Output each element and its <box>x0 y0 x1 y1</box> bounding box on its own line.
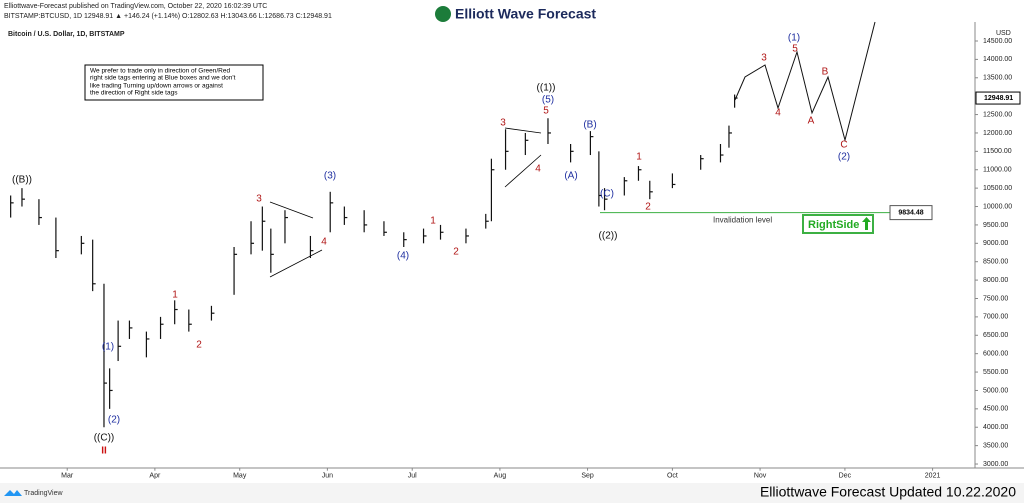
wave-label: 4 <box>535 164 541 175</box>
wave-label: 1 <box>172 290 178 301</box>
wave-label: 5 <box>792 44 798 55</box>
x-tick-label: Dec <box>839 473 852 480</box>
footer-brand: TradingView <box>24 490 63 497</box>
x-tick-label: Mar <box>61 473 74 480</box>
x-tick-label: Jul <box>408 473 417 480</box>
wave-label: 3 <box>256 194 262 205</box>
y-tick-label: 6000.00 <box>983 351 1008 358</box>
wave-label: 1 <box>636 152 642 163</box>
wave-label: ((2)) <box>599 231 618 242</box>
triangles <box>269 127 542 278</box>
footer-bar <box>0 483 1024 503</box>
note-line: We prefer to trade only in direction of … <box>90 68 230 75</box>
wave-label: (5) <box>542 95 554 106</box>
wave-label: 2 <box>453 247 459 258</box>
invalidation-value: 9834.48 <box>898 209 923 216</box>
y-tick-label: 8500.00 <box>983 259 1008 266</box>
y-tick-label: 12000.00 <box>983 130 1012 137</box>
tv-icon <box>4 490 22 496</box>
y-tick-label: 7500.00 <box>983 295 1008 302</box>
y-tick-label: 3000.00 <box>983 461 1008 468</box>
wave-label: 4 <box>321 237 327 248</box>
wave-label: (1) <box>102 342 114 353</box>
y-tick-label: 13500.00 <box>983 75 1012 82</box>
y-tick-label: 14500.00 <box>983 38 1012 45</box>
y-tick-label: 12500.00 <box>983 111 1012 118</box>
trend-line <box>504 127 542 134</box>
x-tick-label: Oct <box>667 473 678 480</box>
x-tick-label: Jun <box>322 473 333 480</box>
x-tick-label: Aug <box>494 473 507 480</box>
wave-label: 2 <box>196 340 202 351</box>
chart-title: Bitcoin / U.S. Dollar, 1D, BITSTAMP <box>8 31 125 38</box>
y-tick-label: 14000.00 <box>983 56 1012 63</box>
wave-label: 3 <box>761 53 767 64</box>
trend-line <box>504 154 542 188</box>
y-tick-label: 3500.00 <box>983 442 1008 449</box>
logo: Elliott Wave Forecast <box>455 6 596 22</box>
wave-label: ((C)) <box>94 433 115 444</box>
note-line: right side tags entering at Blue boxes a… <box>90 75 236 82</box>
wave-label: B <box>822 67 829 78</box>
price-tag-label: 12948.91 <box>984 95 1013 102</box>
y-tick-label: 9000.00 <box>983 240 1008 247</box>
wave-label: (2) <box>108 415 120 426</box>
y-tick-label: 9500.00 <box>983 222 1008 229</box>
wave-label: (A) <box>564 171 577 182</box>
wave-label: (3) <box>324 171 336 182</box>
projection-path <box>734 21 876 142</box>
trend-line <box>269 249 323 278</box>
note: We prefer to trade only in direction of … <box>90 68 236 97</box>
footer-updated: Elliottwave Forecast Updated 10.22.2020 <box>760 484 1016 500</box>
wave-label: 1 <box>430 216 436 227</box>
right-side-box <box>802 214 874 234</box>
wave-label: 3 <box>500 118 506 129</box>
note-line: like trading Turning up/down arrows or a… <box>90 83 223 90</box>
up-arrow <box>862 217 871 230</box>
x-tick-label: Nov <box>754 473 767 480</box>
wave-label: (4) <box>397 251 409 262</box>
invalidation-label: Invalidation level <box>713 216 772 225</box>
y-tick-label: 8000.00 <box>983 277 1008 284</box>
wave-label: II <box>101 446 107 457</box>
y-tick-label: 10000.00 <box>983 203 1012 210</box>
wave-label: A <box>808 116 815 127</box>
wave-label: (1) <box>788 33 800 44</box>
wave-label: (B) <box>583 120 596 131</box>
y-tick-label: 4500.00 <box>983 406 1008 413</box>
wave-label: 5 <box>543 106 549 117</box>
y-tick-label: 5500.00 <box>983 369 1008 376</box>
note-line: the direction of Right side tags <box>90 90 178 97</box>
publisher: Elliottwave-Forecast published on Tradin… <box>4 3 267 10</box>
symbol-line: BITSTAMP:BTCUSD, 1D 12948.91 ▲ +146.24 (… <box>4 13 332 20</box>
wave-label: ((B)) <box>12 175 32 186</box>
y-tick-label: 11500.00 <box>983 148 1012 155</box>
y-tick-label: 5000.00 <box>983 387 1008 394</box>
note-box <box>84 64 264 101</box>
wave-label: ((1)) <box>537 83 556 94</box>
x-tick-label: 2021 <box>925 473 941 480</box>
y-tick-label: 11000.00 <box>983 167 1012 174</box>
right-side: RightSide <box>808 219 859 231</box>
y-tick-label: 7000.00 <box>983 314 1008 321</box>
x-tick-label: Apr <box>149 473 161 480</box>
y-tick-label: 4000.00 <box>983 424 1008 431</box>
logo-icon <box>435 6 451 22</box>
invalidation-tag <box>889 205 933 221</box>
y-axis-label: USD <box>996 30 1011 37</box>
y-tick-label: 6500.00 <box>983 332 1008 339</box>
wave-label: (2) <box>838 152 850 163</box>
wave-label: 2 <box>645 202 651 213</box>
trend-line <box>269 201 314 219</box>
x-tick-label: Sep <box>581 473 594 480</box>
wave-label: 4 <box>775 108 781 119</box>
y-tick-label: 10500.00 <box>983 185 1012 192</box>
x-tick-label: May <box>233 473 247 480</box>
wave-label: (C) <box>600 189 614 200</box>
wave-label: C <box>840 140 847 151</box>
price-tag <box>975 91 1021 105</box>
